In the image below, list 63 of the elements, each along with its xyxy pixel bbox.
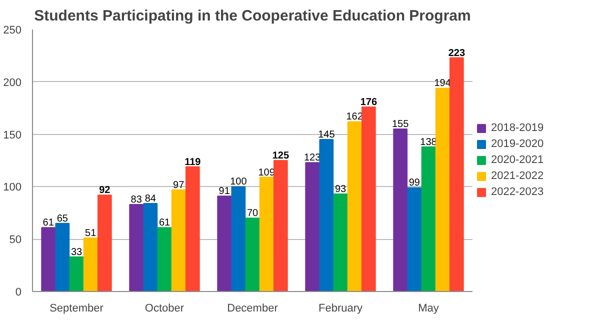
data-label: 97 xyxy=(173,180,185,191)
data-label: 84 xyxy=(144,193,156,204)
x-tick-label: September xyxy=(50,302,104,314)
bar xyxy=(319,139,334,292)
data-label: 176 xyxy=(360,97,378,108)
y-tick-label: 200 xyxy=(3,76,22,89)
bar xyxy=(305,162,320,292)
data-label: 155 xyxy=(392,119,410,130)
x-tick-label: May xyxy=(418,302,440,314)
bar xyxy=(41,227,56,292)
y-tick-label: 250 xyxy=(3,24,22,36)
data-label: 61 xyxy=(158,218,170,229)
bar xyxy=(273,160,288,292)
bar xyxy=(55,222,70,292)
bar xyxy=(407,187,422,292)
data-label: 145 xyxy=(318,130,336,141)
data-label: 119 xyxy=(184,156,202,168)
data-label: 125 xyxy=(272,150,290,162)
y-tick-label: 100 xyxy=(3,182,22,194)
bar xyxy=(143,202,158,292)
data-label: 223 xyxy=(448,48,466,59)
y-tick-label: 50 xyxy=(9,234,22,246)
data-label: 61 xyxy=(42,218,54,229)
bar xyxy=(83,238,98,292)
data-label: 93 xyxy=(334,184,346,196)
y-tick-label: 0 xyxy=(15,286,22,298)
bar xyxy=(393,128,408,292)
bar xyxy=(245,218,260,292)
legend-label: 2018-2019 xyxy=(491,122,544,134)
chart-title: Students Participating in the Cooperative Education Program xyxy=(34,8,471,24)
bar xyxy=(361,106,376,292)
bar xyxy=(449,57,464,292)
data-label: 51 xyxy=(85,228,97,240)
legend-label: 2021-2022 xyxy=(491,170,544,182)
data-label: 33 xyxy=(70,246,82,258)
data-label: 83 xyxy=(130,194,142,206)
x-tick-label: February xyxy=(318,302,364,314)
data-label: 100 xyxy=(230,176,248,188)
bar xyxy=(231,186,246,292)
legend-label: 2022-2023 xyxy=(491,186,544,198)
data-label: 194 xyxy=(434,78,452,90)
bar xyxy=(185,166,200,292)
y-tick-label: 150 xyxy=(3,129,22,142)
bar xyxy=(157,227,172,292)
bar xyxy=(129,204,144,292)
data-label: 91 xyxy=(218,186,230,198)
bar xyxy=(97,194,112,292)
bar xyxy=(435,88,450,292)
legend-label: 2019-2020 xyxy=(491,138,544,150)
data-label: 99 xyxy=(408,178,420,189)
x-tick-label: December xyxy=(227,302,278,314)
bar xyxy=(171,189,186,292)
bar xyxy=(421,146,436,292)
legend-label: 2020-2021 xyxy=(491,154,544,166)
bar xyxy=(259,176,274,292)
bar xyxy=(217,196,232,292)
data-label: 92 xyxy=(99,185,111,196)
bar xyxy=(69,256,84,292)
bar xyxy=(333,194,348,292)
bar xyxy=(347,121,362,292)
data-label: 70 xyxy=(246,208,258,220)
data-label: 65 xyxy=(56,213,68,224)
x-tick-label: October xyxy=(144,302,184,314)
